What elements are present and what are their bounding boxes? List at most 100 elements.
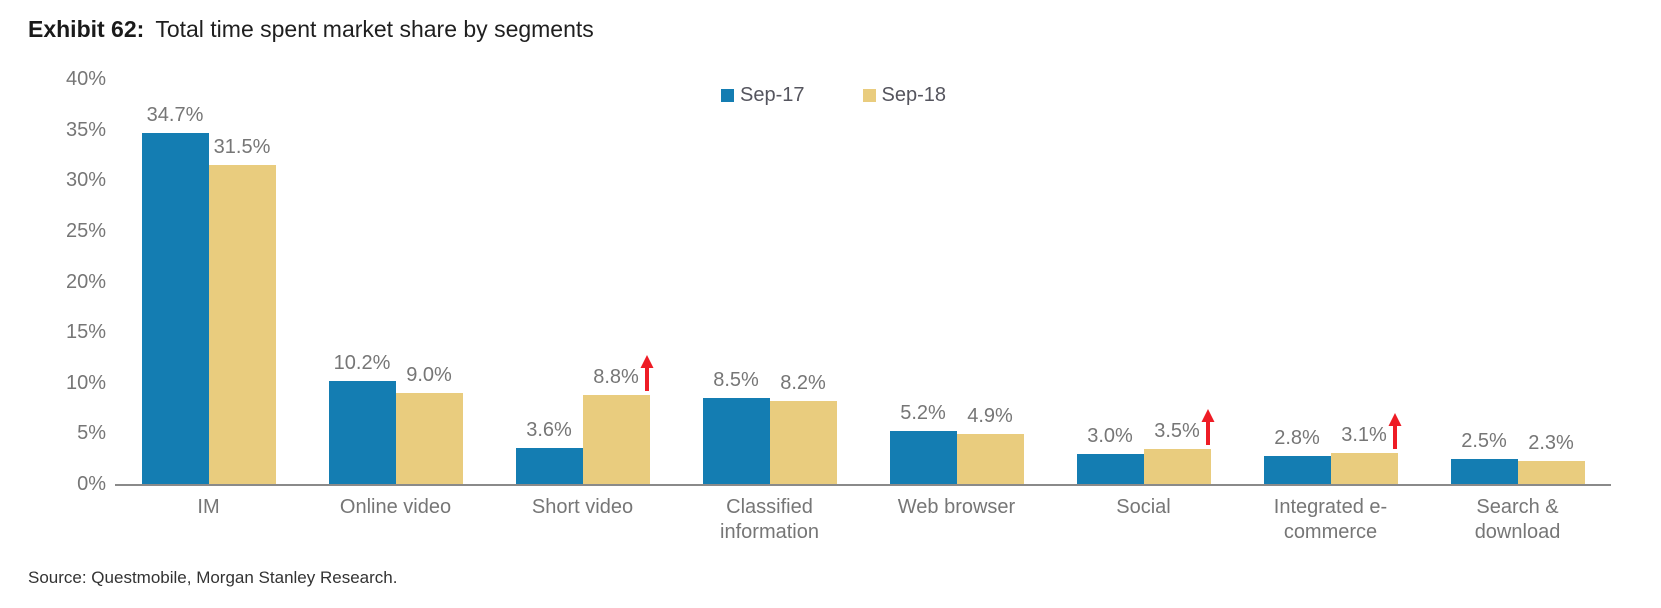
bar-value-label: 31.5% [214,137,271,157]
increase-arrow-icon [1201,408,1215,445]
bar-value-text: 3.5% [1154,419,1200,442]
bar-value-text: 3.6% [526,418,572,441]
bar-value-text: 8.5% [713,368,759,391]
increase-arrow-icon [1388,412,1402,449]
bar-value-text: 9.0% [406,363,452,386]
bar-column-sep-18: 3.5% [1143,408,1215,484]
y-tick-label: 10% [65,371,106,394]
category-label: Integrated e-commerce [1273,496,1388,543]
y-tick-label: 20% [65,270,106,293]
bar-column-sep-17: 5.2% [889,403,957,484]
bar-value-text: 3.0% [1087,424,1133,447]
y-tick-label: 25% [65,219,106,242]
bar-column-sep-17: 3.0% [1076,426,1144,484]
bar-column-sep-18: 8.2% [769,373,837,484]
bar-group: 3.0% 3.5% [1050,79,1237,484]
bar-sep-17 [889,431,957,484]
bar-value-label: 2.8% [1274,428,1320,448]
bar-sep-17 [141,132,209,484]
bar-value-text: 4.9% [967,405,1013,428]
legend: Sep-17 Sep-18 [721,84,946,107]
bar-value-text: 31.5% [213,136,271,159]
bar-group: 2.8% 3.1% [1237,79,1424,484]
bar-column-sep-17: 34.7% [141,105,209,484]
bar-column-sep-17: 2.5% [1450,431,1518,484]
x-axis-labels: IM Online video Short video Classified infor… [115,495,1611,545]
source-note: Source: Questmobile, Morgan Stanley Rese… [28,568,398,587]
chart-title-text: Total time spent market share by segment… [155,16,594,42]
bar-sep-17 [1263,455,1331,484]
increase-arrow-icon [640,354,654,391]
bar-value-label: 2.5% [1461,431,1507,451]
bar-value-label: 10.2% [334,353,391,373]
legend-label: Sep-17 [740,84,805,106]
y-tick-label: 0% [77,473,106,495]
bar-value-label: 3.0% [1087,426,1133,446]
bar-value-label: 9.0% [406,365,452,385]
y-tick-label: 5% [77,422,106,445]
bar-value-text: 3.1% [1341,423,1387,446]
legend-swatch-icon [721,89,734,102]
bar-column-sep-17: 2.8% [1263,428,1331,484]
bar-value-label: 2.3% [1528,433,1574,453]
bar-group: 8.5% 8.2% [676,79,863,484]
bar-value-label: 8.2% [780,373,826,393]
category-label: Web browser [897,496,1016,518]
bar-column-sep-18: 31.5% [208,137,276,484]
bar-value-label: 3.5% [1154,408,1215,445]
bar-sep-18 [208,165,276,484]
bar-sep-17 [1450,458,1518,484]
bar-value-text: 10.2% [333,351,391,374]
bar-sep-17 [702,397,770,484]
bar-sep-18 [582,394,650,484]
bar-group: 5.2% 4.9% [863,79,1050,484]
bar-value-label: 5.2% [900,403,946,423]
bar-value-text: 8.2% [780,371,826,394]
bar-value-text: 2.5% [1461,429,1507,452]
bar-column-sep-18: 8.8% [582,354,654,484]
bar-value-text: 5.2% [900,402,946,425]
bar-column-sep-18: 2.3% [1517,433,1585,484]
bar-column-sep-18: 4.9% [956,406,1024,484]
bar-value-text: 2.8% [1274,426,1320,449]
y-tick-label: 30% [65,169,106,192]
legend-swatch-icon [862,89,876,102]
bar-value-label: 8.5% [713,370,759,390]
bar-value-text: 34.7% [146,103,204,126]
bar-sep-18 [769,400,837,484]
plot-area: 34.7% 31.5% 10.2% 9.0% 3.6% 8.8% 8.5% 8.2% 5.2% 4… [115,79,1611,486]
bar-sep-17 [515,447,583,484]
exhibit-number-label: Exhibit 62: [28,16,145,42]
category-label: Online video [339,496,452,518]
bar-sep-18 [1330,452,1398,484]
legend-item-sep-18: Sep-18 [862,84,947,107]
bar-column-sep-17: 10.2% [328,353,396,484]
bar-value-text: 2.3% [1528,431,1574,454]
y-tick-label: 40% [65,68,106,90]
bar-sep-17 [1076,453,1144,484]
bar-sep-18 [395,392,463,484]
bar-group: 10.2% 9.0% [302,79,489,484]
bar-column-sep-17: 8.5% [702,370,770,484]
y-tick-label: 15% [65,321,106,344]
bar-chart: 0% 5% 10% 15% 20% 25% 30% 35% 40% Sep-17 Sep-18 3… [65,68,1611,545]
bar-value-label: 4.9% [967,406,1013,426]
legend-item-sep-17: Sep-17 [721,84,805,107]
bar-sep-18 [1143,448,1211,484]
bar-group: 2.5% 2.3% [1424,79,1611,484]
bar-sep-18 [956,434,1024,484]
category-label: Social [1116,496,1171,518]
bar-value-label: 34.7% [147,105,204,125]
bar-sep-17 [328,380,396,484]
category-label: Search & download [1474,496,1561,543]
bar-value-label: 3.1% [1341,412,1402,449]
legend-label: Sep-18 [881,84,947,106]
bar-value-text: 8.8% [593,365,639,388]
bar-value-label: 8.8% [593,354,654,391]
bar-group: 3.6% 8.8% [489,79,676,484]
category-label: Classified information [720,496,819,543]
bar-sep-18 [1517,460,1585,484]
category-label: Short video [531,496,634,518]
chart-title: Exhibit 62: Total time spent market share… [28,14,594,44]
bar-value-label: 3.6% [526,420,572,440]
